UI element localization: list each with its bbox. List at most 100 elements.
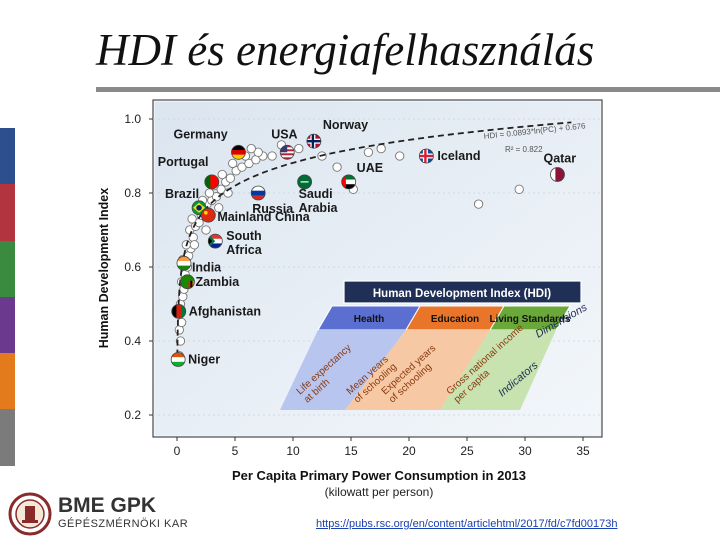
flag-southafrica-icon-fill [208, 234, 223, 249]
flag-brazil-icon-globe [196, 205, 202, 211]
flag-india-icon-ring [176, 255, 192, 271]
flag-germany-icon-fill [231, 145, 246, 160]
university-seal-icon [8, 492, 52, 536]
stripe-3 [0, 240, 15, 297]
flag-usa-icon-canton [280, 145, 288, 153]
flag-afghanistan-icon-ring [171, 303, 187, 319]
title-underline [96, 87, 720, 92]
country-label-afghanistan: Afghanistan [189, 304, 261, 318]
flag-usa-icon-band-4 [280, 153, 295, 156]
flag-uae-icon-band-1 [341, 179, 356, 185]
country-label-saudi: Saudi Arabia [299, 187, 339, 215]
stripe-1 [0, 128, 15, 185]
flag-germany-icon-band-1 [231, 149, 246, 155]
country-label-zambia: Zambia [195, 275, 240, 289]
source-link[interactable]: https://pubs.rsc.org/en/content/articleh… [316, 518, 618, 530]
flag-saudi-icon-fill [297, 174, 312, 189]
country-label-brazil: Brazil [165, 187, 199, 201]
y-tick-label-2: 0.6 [124, 260, 141, 274]
flag-russia-icon-band-2 [251, 195, 266, 200]
flag-niger-icon-ring [170, 352, 186, 367]
flag-usa-icon-band-6 [280, 157, 295, 160]
country-label-china: Mainland China [217, 210, 310, 224]
indicator-fan-education [345, 330, 490, 410]
flag-iceland-icon-ring [418, 148, 434, 164]
indicator-fan-living [440, 330, 556, 410]
x-tick-label-2: 10 [286, 444, 300, 458]
scatter-point-41 [246, 143, 256, 154]
x-axis-sublabel: (kilowatt per person) [325, 485, 434, 499]
flag-russia-icon-band-0 [251, 186, 266, 191]
flag-niger-icon-band-0 [171, 352, 186, 358]
stripe-5 [0, 353, 15, 410]
flag-saudi-icon-ring [297, 174, 313, 190]
country-label-germany: Germany [173, 127, 227, 141]
hdi-component-education-label: Education [431, 314, 479, 325]
flag-niger-icon-band-2 [171, 361, 186, 367]
flag-russia-icon [250, 185, 266, 201]
scatter-point-55 [223, 188, 233, 198]
flag-afghanistan-icon-fill [171, 304, 186, 319]
flag-usa-icon-band-5 [280, 155, 295, 158]
flag-niger-icon [170, 352, 186, 367]
scatter-point-31 [217, 169, 227, 180]
scatter-point-26 [204, 188, 215, 198]
flag-germany-icon-ring [231, 144, 246, 160]
scatter-point-30 [225, 173, 236, 183]
flag-china-icon [200, 207, 216, 223]
flag-portugal-icon-ring [204, 174, 220, 190]
flag-india-icon-fill [176, 256, 191, 271]
flag-usa-icon-ring [279, 144, 295, 160]
x-axis-label: Per Capita Primary Power Consumption in … [232, 468, 526, 483]
flag-zambia-icon [180, 274, 195, 290]
country-label-portugal: Portugal [158, 155, 209, 169]
flag-niger-icon-fill [171, 352, 186, 367]
flag-southafrica-icon-band-2 [208, 243, 223, 249]
logo-name: BME GPK [58, 494, 157, 517]
flag-russia-icon-fill [251, 186, 266, 200]
flag-iceland-icon [418, 148, 434, 164]
flag-usa-icon-band-3 [280, 151, 295, 154]
scatter-point-54 [214, 203, 224, 213]
country-label-usa: USA [271, 127, 297, 141]
flag-germany-icon [231, 144, 246, 160]
scatter-point-18 [187, 214, 197, 224]
y-tick-label-3: 0.8 [124, 186, 141, 200]
scatter-point-34 [228, 158, 238, 169]
hdi-component-health-label: Health [354, 314, 385, 325]
flag-uae-icon [341, 174, 357, 190]
flag-usa-icon [279, 144, 295, 160]
flag-norway-icon [306, 133, 322, 149]
hdi-box-title-bg [343, 280, 582, 304]
x-tick-label-1: 5 [232, 444, 239, 458]
scatter-point-45 [332, 162, 342, 172]
flag-zambia-icon-k [190, 280, 193, 289]
flag-russia-icon-band-1 [251, 190, 266, 196]
flag-iceland-icon-r2 [424, 149, 427, 163]
indicator-fan-health [280, 330, 406, 410]
hdi-component-living-label: Living Standards [489, 314, 571, 325]
flag-india-icon-band-2 [176, 265, 191, 271]
country-label-qatar: Qatar [543, 152, 576, 166]
bme-gpk-logo: BME GPK GÉPÉSZMÉRNÖKI KAR [8, 492, 308, 538]
flag-southafrica-icon-band-0 [208, 234, 223, 240]
flag-niger-icon-band-1 [171, 357, 186, 363]
flag-southafrica-icon-tri [208, 237, 213, 246]
y-tick-label-1: 0.4 [124, 334, 141, 348]
country-label-india: India [192, 260, 222, 274]
scatter-point-50 [473, 199, 484, 209]
flag-saudi-icon [297, 174, 313, 190]
y-axis-label: Human Development Index [97, 188, 111, 348]
country-label-norway: Norway [323, 118, 368, 132]
hdi-box-title: Human Development Index (HDI) [373, 288, 551, 300]
flag-germany-icon-band-2 [231, 154, 246, 160]
left-color-stripes [0, 128, 15, 466]
stripe-2 [0, 184, 15, 241]
flag-portugal-icon-fill [204, 174, 219, 189]
flag-portugal-icon-green [204, 174, 211, 189]
flag-qatar-icon-ring [550, 167, 565, 182]
flag-norway-icon-ring [306, 133, 322, 149]
x-tick-label-7: 35 [576, 444, 590, 458]
scatter-point-49 [395, 151, 405, 161]
